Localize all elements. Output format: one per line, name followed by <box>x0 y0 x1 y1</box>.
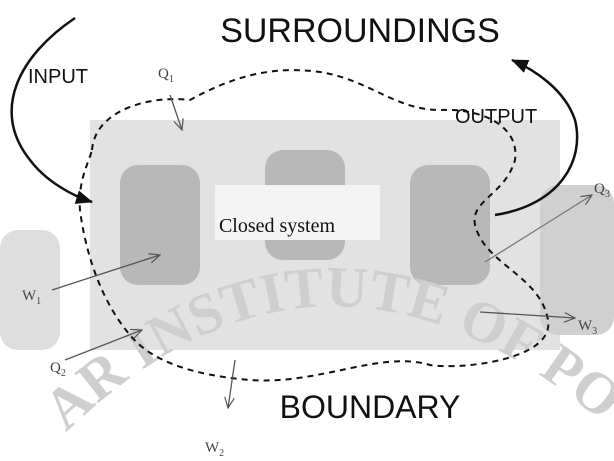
subscript: 3 <box>592 326 597 337</box>
quantity-label: W2 <box>205 440 224 459</box>
title: SURROUNDINGS <box>220 12 500 50</box>
symbol: Q <box>594 181 605 197</box>
symbol: W <box>205 440 220 456</box>
subscript: 2 <box>219 448 224 459</box>
w2-arrow <box>228 360 235 408</box>
boundary-label: BOUNDARY <box>280 389 461 425</box>
quantity-label: Q1 <box>158 66 174 85</box>
symbol: Q <box>50 360 61 376</box>
input-arrow <box>12 18 92 202</box>
diagram: AR INSTITUTE OF POLYTE SURROUNDINGS INPU… <box>0 0 614 461</box>
input-label: INPUT <box>28 66 88 88</box>
subscript: 1 <box>169 74 174 85</box>
system-label: Closed system <box>219 215 336 237</box>
symbol: Q <box>158 66 169 82</box>
subscript: 1 <box>36 296 41 307</box>
symbol: W <box>578 318 593 334</box>
subscript: 2 <box>61 368 66 379</box>
output-label: OUTPUT <box>455 106 537 128</box>
symbol: W <box>22 288 37 304</box>
subscript: 3 <box>605 189 610 200</box>
